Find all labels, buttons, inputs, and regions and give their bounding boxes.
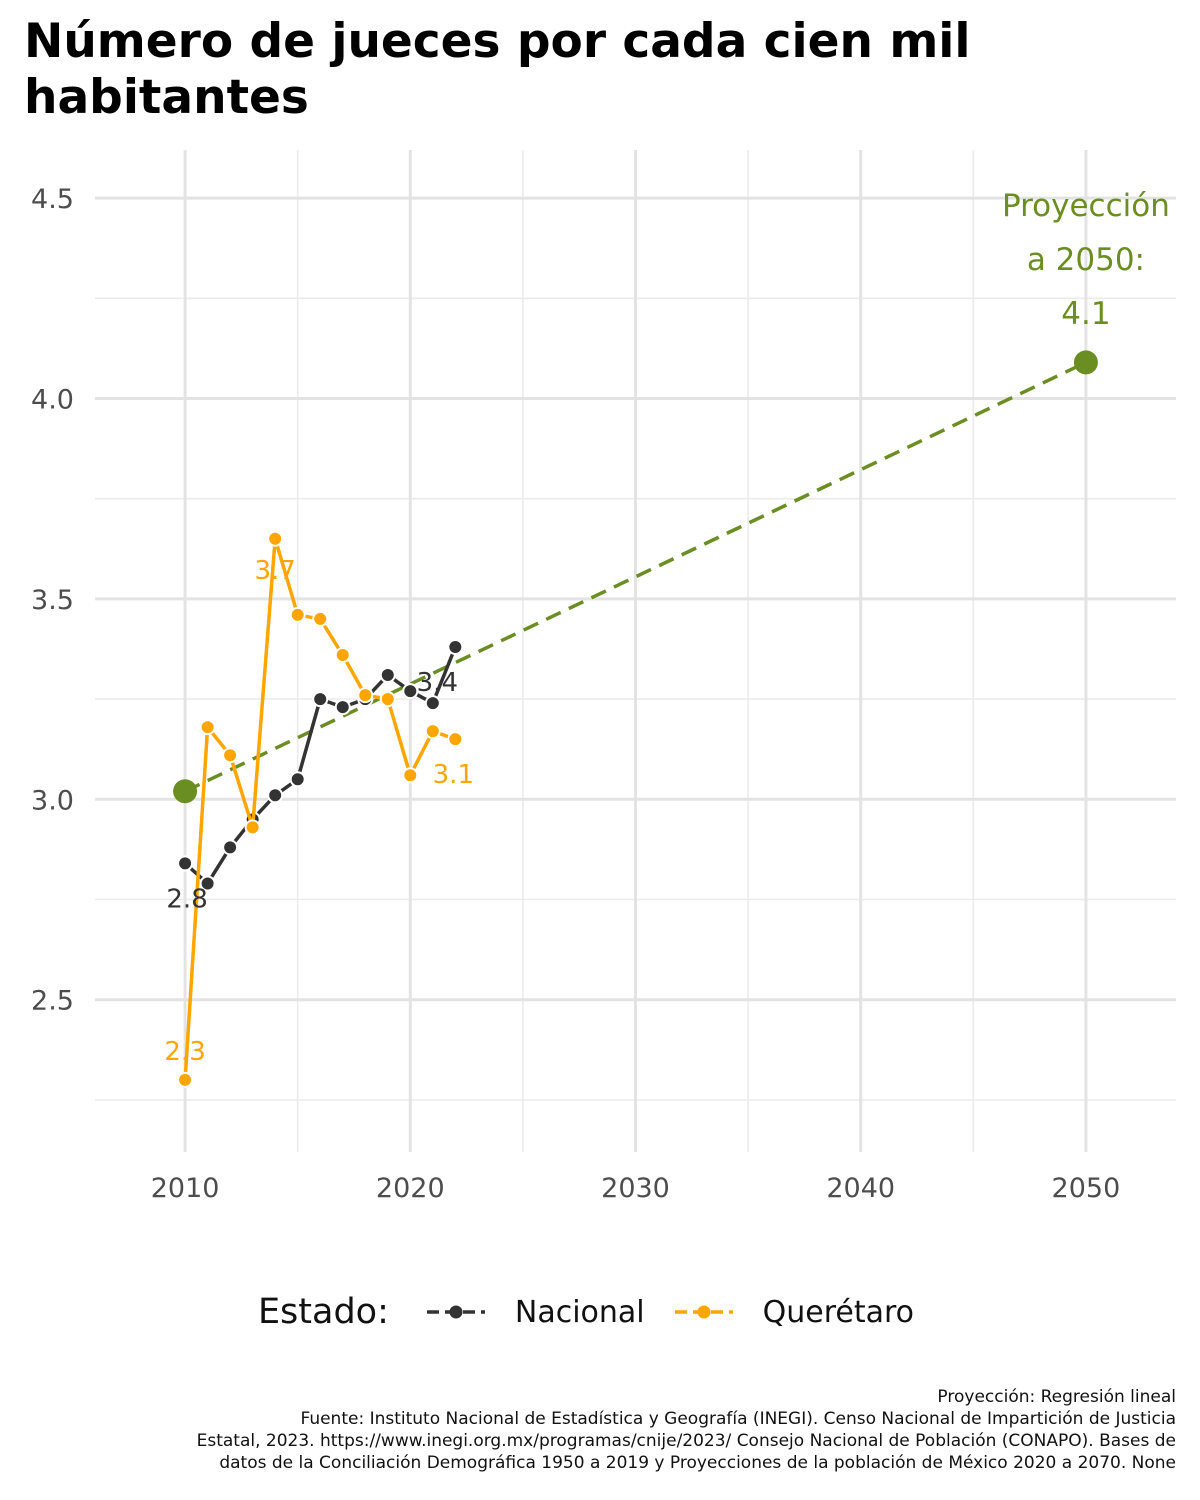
x-tick-label: 2050 [1052, 1173, 1121, 1204]
data-point-queretaro [334, 647, 351, 664]
data-point-nacional [424, 695, 441, 712]
data-point-nacional [177, 855, 194, 872]
data-labels-layer: 2.8 3.4 2.3 3.7 3.1 [164, 556, 474, 1067]
x-tick-label: 2010 [151, 1173, 220, 1204]
data-point-queretaro [447, 731, 464, 748]
x-tick-label: 2030 [601, 1173, 670, 1204]
data-point-nacional [199, 875, 216, 892]
projection-annotation: Proyección a 2050: 4.1 [1002, 188, 1170, 332]
data-point-nacional [289, 771, 306, 788]
data-point-queretaro [244, 819, 261, 836]
caption-line: datos de la Conciliación Demográfica 195… [219, 1453, 1176, 1473]
y-tick-label: 4.0 [31, 384, 74, 415]
chart-title: Número de jueces por cada cien mil habit… [24, 14, 971, 125]
projection-point [1073, 350, 1098, 375]
legend: Estado: Nacional Querétaro [0, 1282, 1200, 1342]
data-label-nacional: 3.4 [417, 668, 458, 698]
data-point-queretaro [199, 719, 216, 736]
annotation-line: Proyección [1002, 188, 1170, 224]
data-label-nacional: 2.8 [166, 884, 207, 914]
annotation-line: 4.1 [1061, 296, 1110, 332]
x-tick-label: 2040 [826, 1173, 895, 1204]
legend-label-nacional: Nacional [514, 1294, 645, 1330]
data-label-queretaro: 3.7 [254, 556, 295, 586]
legend-title: Estado: [257, 1292, 389, 1332]
x-tick-label: 2020 [376, 1173, 445, 1204]
y-tick-label: 4.5 [31, 184, 74, 215]
caption-line: Proyección: Regresión lineal [937, 1387, 1176, 1407]
projection-line [184, 360, 1087, 793]
data-point-queretaro [177, 1071, 194, 1088]
data-point-nacional [267, 787, 284, 804]
data-point-queretaro [289, 606, 306, 623]
y-tick-label: 2.5 [31, 986, 74, 1017]
data-point-queretaro [267, 530, 284, 547]
data-point-queretaro [357, 687, 374, 704]
data-point-nacional [222, 839, 239, 856]
legend-item-queretaro: Querétaro [673, 1295, 914, 1330]
data-point-queretaro [424, 723, 441, 740]
caption-line: Fuente: Instituto Nacional de Estadístic… [300, 1409, 1176, 1429]
data-point-nacional [334, 699, 351, 716]
data-point-queretaro [402, 767, 419, 784]
x-axis-tick-labels: 2010 2020 2030 2040 2050 [151, 1173, 1121, 1204]
projection-point [173, 779, 198, 804]
legend-key-queretaro [674, 1305, 733, 1319]
series-layer [177, 530, 464, 1088]
caption-line: Estatal, 2023. https://www.inegi.org.mx/… [196, 1431, 1176, 1451]
data-point-nacional [379, 667, 396, 684]
data-point-queretaro [222, 747, 239, 764]
annotation-line: a 2050: [1027, 242, 1145, 278]
data-label-queretaro: 2.3 [164, 1037, 205, 1067]
projection-layer [173, 350, 1098, 804]
data-label-queretaro: 3.1 [433, 760, 474, 790]
caption: Proyección: Regresión lineal Fuente: Ins… [26, 1386, 1176, 1474]
data-point-nacional [402, 683, 419, 700]
y-tick-label: 3.0 [31, 785, 74, 816]
data-point-nacional [312, 691, 329, 708]
legend-key-nacional [426, 1305, 485, 1319]
chart-svg: 2010 2020 2030 2040 2050 2.5 3.0 3.5 4.0 4.5 2.8… [31, 150, 1176, 1204]
data-point-nacional [447, 638, 464, 655]
data-point-queretaro [312, 610, 329, 627]
legend-item-nacional: Nacional [425, 1295, 645, 1330]
legend-label-queretaro: Querétaro [762, 1294, 915, 1330]
y-tick-label: 3.5 [31, 585, 74, 616]
grid-major [95, 150, 1176, 1152]
data-point-queretaro [379, 691, 396, 708]
y-axis-tick-labels: 2.5 3.0 3.5 4.0 4.5 [31, 184, 74, 1017]
